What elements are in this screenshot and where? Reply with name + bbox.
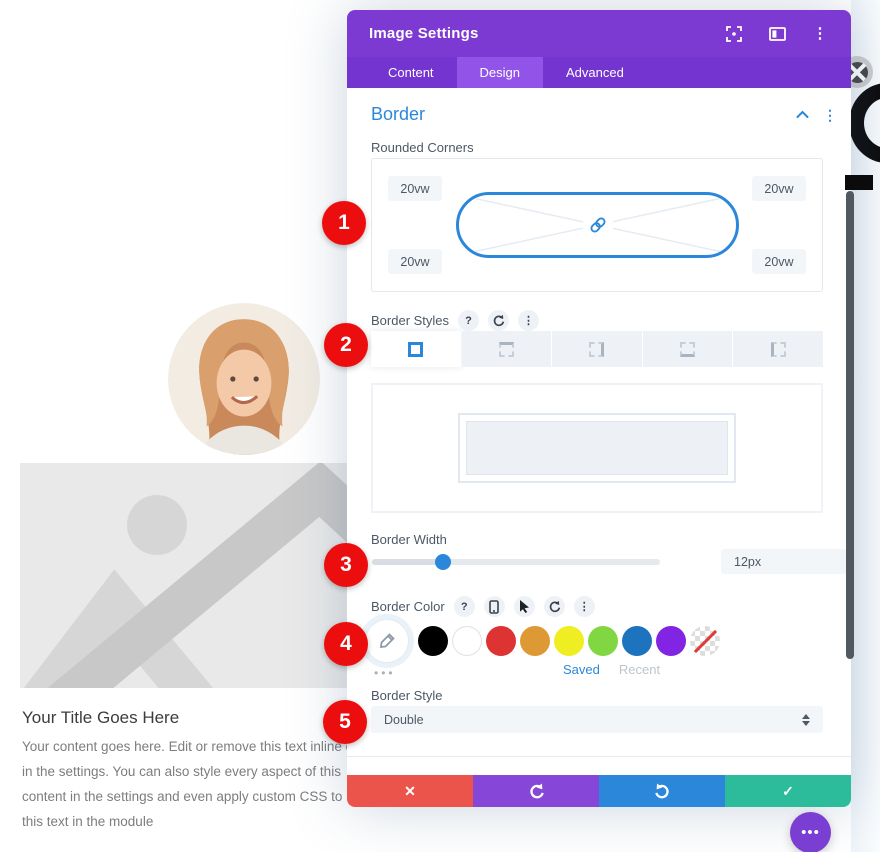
eyedropper-icon	[380, 633, 395, 648]
more-options-fab[interactable]: •••	[790, 812, 831, 852]
select-arrows-icon	[802, 713, 810, 726]
border-width-slider-row: 12px	[371, 549, 847, 574]
slider-handle[interactable]	[435, 554, 451, 570]
page-title: Your Title Goes Here	[22, 708, 180, 727]
bottom-edge-icon	[680, 341, 696, 357]
border-width-slider[interactable]	[372, 554, 660, 570]
modal-title: Image Settings	[369, 25, 479, 42]
check-icon: ✓	[782, 782, 794, 799]
border-style-label: Border Style	[371, 688, 443, 703]
rounded-corners-control: 20vw 20vw 20vw 20vw	[371, 158, 823, 292]
edge-tab-bottom[interactable]	[642, 331, 733, 367]
modal-header: Image Settings ⋮	[347, 10, 851, 57]
options-kebab-icon[interactable]: ⋮	[573, 596, 595, 617]
border-section-title[interactable]: Border	[371, 104, 426, 124]
border-color-swatches	[366, 620, 724, 662]
background-letter-bar	[845, 175, 873, 190]
close-icon	[846, 61, 868, 83]
swatch-purple[interactable]	[656, 626, 686, 656]
tab-advanced[interactable]: Advanced	[566, 65, 624, 80]
cancel-icon: ✕	[404, 782, 416, 799]
collapse-section-icon[interactable]	[796, 106, 809, 124]
help-icon[interactable]: ?	[453, 596, 475, 617]
saved-colors-tab[interactable]: Saved	[563, 662, 600, 677]
swatch-transparent[interactable]	[690, 626, 720, 656]
link-values-icon[interactable]	[582, 212, 613, 238]
border-width-label: Border Width	[371, 532, 447, 547]
focus-mode-icon[interactable]	[725, 25, 743, 43]
border-style-value: Double	[384, 712, 424, 727]
section-divider	[347, 756, 851, 757]
border-width-input[interactable]: 12px	[721, 549, 847, 574]
page-paragraph: Your content goes here. Edit or remove t…	[22, 739, 358, 829]
modal-footer: ✕ ✓	[347, 775, 851, 807]
left-edge-icon	[770, 341, 786, 357]
color-picker-button[interactable]	[366, 620, 408, 662]
swatch-yellow[interactable]	[554, 626, 584, 656]
border-styles-label: Border Styles	[371, 313, 450, 328]
corner-bottom-right-value[interactable]: 20vw	[752, 249, 806, 274]
section-more-icon[interactable]: ⋮	[823, 107, 837, 123]
hover-cursor-icon[interactable]	[513, 596, 535, 617]
border-style-edge-tabs	[371, 331, 823, 367]
save-button[interactable]: ✓	[725, 775, 851, 807]
tab-design[interactable]: Design	[456, 57, 544, 88]
all-edges-icon	[408, 341, 424, 357]
corner-top-right-value[interactable]: 20vw	[752, 176, 806, 201]
modal-more-icon[interactable]: ⋮	[812, 25, 828, 42]
reset-icon[interactable]	[543, 596, 565, 617]
help-icon[interactable]: ?	[458, 310, 480, 331]
color-more-dots[interactable]: •••	[374, 666, 396, 680]
swatch-green[interactable]	[588, 626, 618, 656]
redo-button[interactable]	[599, 775, 725, 807]
border-style-select[interactable]: Double	[371, 706, 823, 733]
redo-icon	[654, 782, 669, 798]
undo-icon	[529, 782, 544, 798]
border-preview-outer	[458, 413, 736, 483]
edge-tab-right[interactable]	[552, 331, 642, 367]
corner-top-left-value[interactable]: 20vw	[388, 176, 442, 201]
undo-button[interactable]	[473, 775, 599, 807]
edge-tab-top[interactable]	[461, 331, 552, 367]
annotation-step-3: 3	[324, 543, 368, 587]
tab-content[interactable]: Content	[388, 65, 434, 80]
image-placeholder	[18, 461, 415, 737]
right-edge-icon	[589, 341, 605, 357]
annotation-step-5: 5	[323, 700, 367, 744]
swatch-blue[interactable]	[622, 626, 652, 656]
edge-tab-all[interactable]	[371, 331, 461, 367]
cancel-button[interactable]: ✕	[347, 775, 473, 807]
swatch-red[interactable]	[486, 626, 516, 656]
options-kebab-icon[interactable]: ⋮	[518, 310, 540, 331]
top-edge-icon	[498, 341, 514, 357]
modal-body: Border ⋮ Rounded Corners 20vw 20vw 20vw …	[347, 88, 851, 775]
recent-colors-tab[interactable]: Recent	[618, 662, 661, 677]
border-preview	[371, 383, 823, 513]
avatar-photo	[168, 303, 320, 455]
swatch-black[interactable]	[418, 626, 448, 656]
ellipsis-icon: •••	[801, 824, 820, 841]
modal-tabbar: Content Design Advanced	[347, 57, 851, 88]
slider-fill	[372, 559, 443, 565]
corner-bottom-left-value[interactable]: 20vw	[388, 249, 442, 274]
rounded-corners-label: Rounded Corners	[371, 140, 474, 155]
split-view-icon[interactable]	[768, 25, 786, 43]
edge-tab-left[interactable]	[733, 331, 823, 367]
avatar	[168, 303, 320, 455]
border-preview-inner	[466, 421, 728, 475]
modal-scrollbar[interactable]	[846, 191, 854, 659]
swatch-white[interactable]	[452, 626, 482, 656]
border-color-label: Border Color	[371, 599, 445, 614]
annotation-step-1: 1	[322, 201, 366, 245]
annotation-step-2: 2	[324, 323, 368, 367]
annotation-step-4: 4	[324, 622, 368, 666]
reset-icon[interactable]	[488, 310, 510, 331]
image-settings-modal: Image Settings ⋮ Content	[347, 10, 851, 807]
responsive-phone-icon[interactable]	[483, 596, 505, 617]
swatch-orange[interactable]	[520, 626, 550, 656]
rounded-corners-preview	[456, 192, 739, 258]
